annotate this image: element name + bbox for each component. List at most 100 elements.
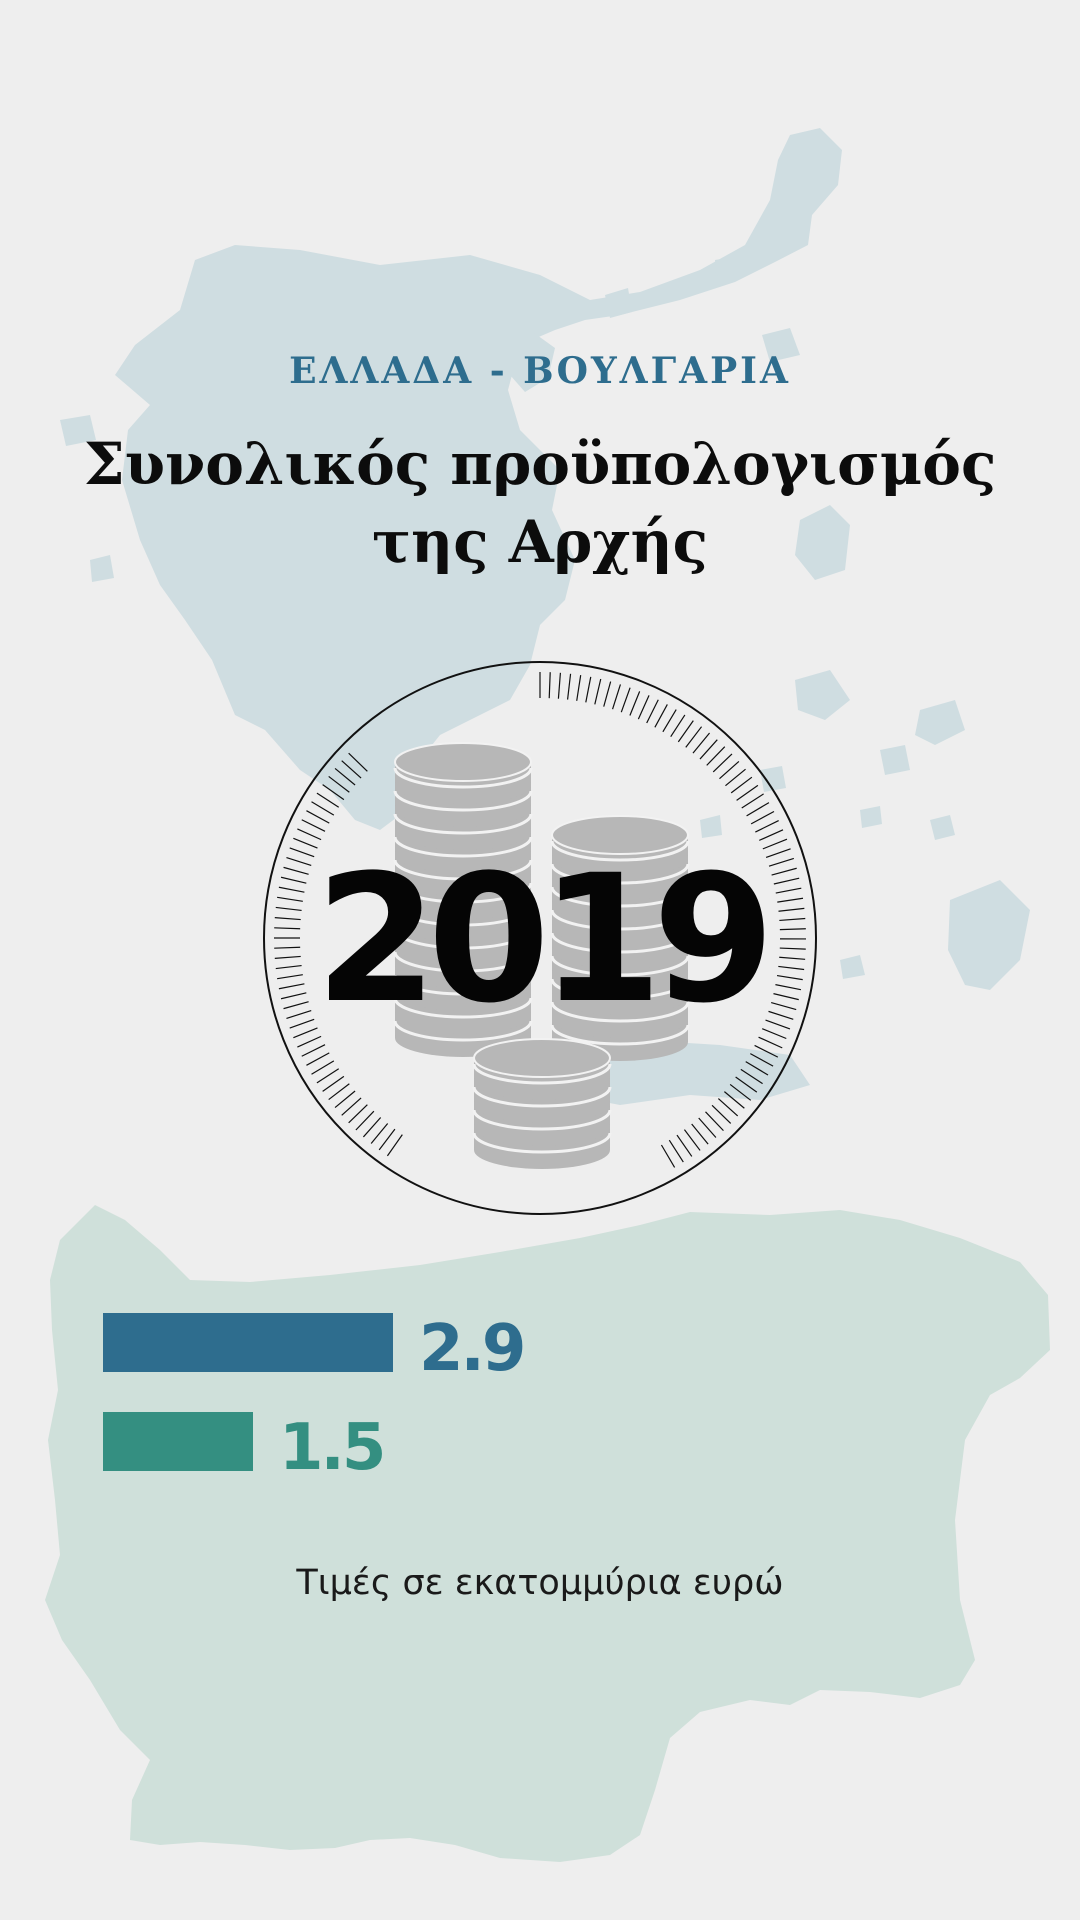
tick-mark: [585, 676, 592, 703]
tick-mark: [746, 802, 770, 817]
tick-mark: [348, 752, 368, 772]
coins-stack-icon: [393, 742, 690, 1169]
tick-mark: [735, 1076, 758, 1093]
tick-mark: [355, 1110, 375, 1131]
coin-edge: [393, 928, 533, 950]
tick-mark: [297, 1035, 322, 1048]
coin-edge: [472, 1109, 612, 1131]
coin-edge: [550, 863, 690, 885]
tick-mark: [778, 965, 805, 971]
coin-edge: [550, 1001, 690, 1023]
coin-top: [551, 815, 689, 855]
bar-greece: [103, 1313, 393, 1372]
coin-edge: [393, 859, 533, 881]
tick-mark: [286, 856, 312, 867]
bar-value-label-greece: 2.9: [419, 1312, 523, 1386]
tick-mark: [759, 829, 784, 841]
tick-mark: [289, 847, 315, 858]
tick-mark: [386, 1134, 403, 1157]
tick-mark: [594, 678, 602, 705]
tick-mark: [779, 928, 806, 931]
tick-mark: [699, 739, 718, 760]
tick-mark: [278, 886, 305, 893]
tick-mark: [637, 695, 650, 720]
coin-stack-left: [393, 742, 533, 1057]
coin-edge: [472, 1086, 612, 1108]
tick-mark: [280, 992, 307, 1000]
tick-mark: [775, 984, 802, 991]
tick-mark: [668, 1139, 684, 1163]
tick-mark: [274, 946, 301, 949]
coin-edge: [393, 997, 533, 1019]
tick-mark: [620, 687, 631, 713]
tick-mark: [770, 1001, 797, 1011]
tick-mark: [322, 1075, 345, 1092]
tick-mark: [654, 704, 668, 728]
coin-edge: [393, 813, 533, 835]
tick-mark: [277, 974, 303, 980]
tick-mark: [776, 974, 803, 981]
tick-mark: [646, 699, 659, 724]
tick-mark: [765, 1019, 791, 1030]
badge-tick-marks: [274, 672, 807, 1168]
tick-mark: [711, 1104, 732, 1124]
tick-mark: [293, 1027, 318, 1039]
tick-mark: [334, 1090, 356, 1109]
coin-edge: [550, 909, 690, 931]
tick-mark: [754, 1044, 779, 1058]
tick-mark: [717, 1098, 739, 1117]
tick-mark: [280, 876, 307, 884]
coin-edge: [550, 978, 690, 1000]
tick-mark: [777, 897, 804, 903]
tick-mark: [275, 964, 302, 970]
tick-mark: [341, 1097, 362, 1116]
tick-mark: [293, 837, 318, 849]
tick-mark: [548, 672, 551, 699]
tick-mark: [316, 792, 340, 808]
tick-mark: [683, 1129, 701, 1151]
tick-mark: [691, 1123, 709, 1145]
coin-edge: [393, 905, 533, 927]
tick-mark: [779, 917, 806, 922]
tick-mark: [306, 1052, 330, 1066]
tick-mark: [768, 857, 795, 867]
tick-mark: [729, 1083, 752, 1101]
tick-mark: [745, 1061, 769, 1076]
tick-mark: [660, 1144, 676, 1168]
coin-edge: [393, 836, 533, 858]
tick-mark: [730, 776, 753, 794]
tick-mark: [740, 1068, 763, 1085]
tick-mark: [283, 1001, 309, 1010]
tick-mark: [741, 793, 764, 809]
tick-mark: [676, 1134, 693, 1157]
subtitle: ΕΛΛΑΔΑ - ΒΟΥΛΓΑΡΙΑ: [289, 350, 791, 392]
units-note: Τιμές σε εκατομμύρια ευρώ: [296, 1563, 784, 1603]
budget-bar-chart: 2.9 1.5: [103, 1312, 526, 1485]
page-title: Συνολικός προϋπολογισμός της Αρχής: [0, 425, 1080, 581]
tick-mark: [557, 672, 562, 699]
tick-mark: [762, 838, 788, 850]
tick-mark: [773, 877, 800, 885]
tick-mark: [705, 1111, 724, 1132]
tick-mark: [677, 720, 694, 743]
tick-mark: [779, 956, 806, 960]
tick-mark: [779, 947, 806, 950]
greece-map-silhouette: [60, 128, 1030, 1105]
bar-bulgaria: [103, 1412, 253, 1471]
tick-mark: [712, 753, 733, 773]
year-badge: 2019: [263, 661, 817, 1215]
tick-mark: [316, 1068, 340, 1084]
tick-mark: [724, 1091, 745, 1109]
tick-mark: [698, 1117, 717, 1138]
tick-mark: [771, 867, 797, 876]
tick-mark: [761, 1028, 787, 1040]
tick-mark: [328, 1083, 350, 1101]
tick-mark: [311, 801, 335, 816]
tick-mark: [341, 760, 362, 779]
tick-mark: [603, 681, 612, 707]
coin-edge: [393, 882, 533, 904]
year-label: 2019: [315, 837, 765, 1042]
tick-mark: [301, 1044, 326, 1057]
coin-top: [394, 742, 532, 782]
